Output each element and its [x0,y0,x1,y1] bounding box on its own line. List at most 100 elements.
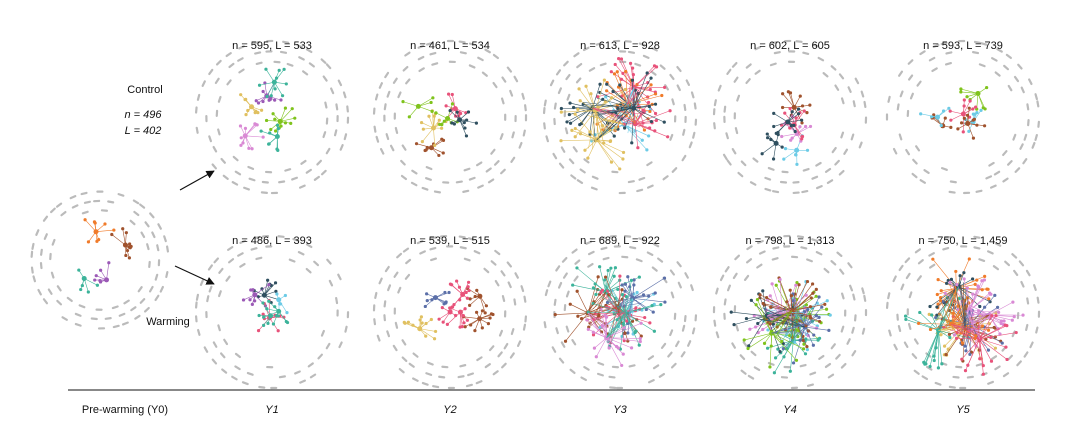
isolated-pair [151,231,156,239]
node [626,331,630,335]
node [602,141,606,145]
isolated-pair [503,342,509,350]
edge [770,310,793,337]
edge [606,337,632,349]
node [99,268,103,272]
node [464,134,469,138]
hub [477,293,483,299]
node [616,346,620,350]
edge [633,72,648,109]
edge [590,291,606,308]
edge [606,303,621,338]
edge [418,97,434,107]
hub [417,326,423,332]
isolated-pair [197,328,201,336]
node [960,357,964,361]
node [633,330,637,335]
panel-header: n = 539, L = 515 [410,235,490,247]
node [575,266,579,270]
isolated-pair [669,73,675,81]
node [568,302,572,306]
edge [84,219,97,232]
isolated-pair [288,258,296,263]
node [928,364,932,369]
isolated-pair [629,246,637,250]
edge [956,288,973,302]
edge [584,139,598,151]
node [940,362,944,366]
node [279,98,283,102]
isolated-pair [144,306,150,313]
node [438,122,442,127]
node [798,125,802,129]
node [948,335,952,340]
isolated-pair [56,285,62,292]
node [586,327,590,331]
isolated-pair [990,355,998,361]
edge [771,332,790,336]
node [811,343,815,347]
edge [951,324,986,335]
edge [419,328,435,340]
isolated-pair [225,275,231,282]
isolated-pair [463,257,471,262]
edge [632,295,649,299]
isolated-pair [238,68,245,74]
node [441,320,445,324]
isolated-pair [492,81,498,89]
edge [958,286,981,307]
edge [967,314,990,330]
isolated-pair [411,169,418,175]
hub [447,309,453,315]
node [128,242,132,246]
isolated-pair [42,215,49,222]
edge [254,284,270,296]
isolated-pair [638,42,646,47]
node [92,220,97,224]
edge [761,143,777,155]
edge [632,277,665,299]
isolated-pair [243,186,250,191]
isolated-pair [467,372,475,377]
node [474,121,479,125]
isolated-pair [234,365,241,371]
isolated-pair [426,361,434,366]
node [961,130,965,134]
edge [601,109,625,125]
edge [595,110,600,143]
edge [624,280,632,314]
node [956,127,960,131]
isolated-pair [576,179,584,184]
isolated-pair [994,242,1002,247]
node [573,135,577,139]
node [788,288,792,292]
isolated-pair [565,325,570,333]
node [271,112,275,116]
isolated-pair [843,148,849,155]
isolated-pair [199,279,204,287]
network [712,39,868,195]
node [646,81,650,85]
isolated-pair [509,89,514,97]
isolated-pair [560,341,566,348]
isolated-pair [742,340,748,348]
node [802,109,806,113]
isolated-pair [83,200,91,204]
node [630,319,635,323]
network [194,234,350,390]
isolated-pair [772,190,780,194]
node [772,124,776,129]
node [269,283,273,288]
isolated-pair [693,102,697,110]
isolated-pair [405,258,412,265]
isolated-pair [468,176,476,181]
edge [762,290,768,317]
node [928,304,932,309]
node [825,299,829,303]
edge [979,315,993,339]
node [261,301,265,305]
isolated-pair [773,51,781,55]
node [273,281,278,285]
node [828,313,832,317]
isolated-pair [975,189,983,193]
